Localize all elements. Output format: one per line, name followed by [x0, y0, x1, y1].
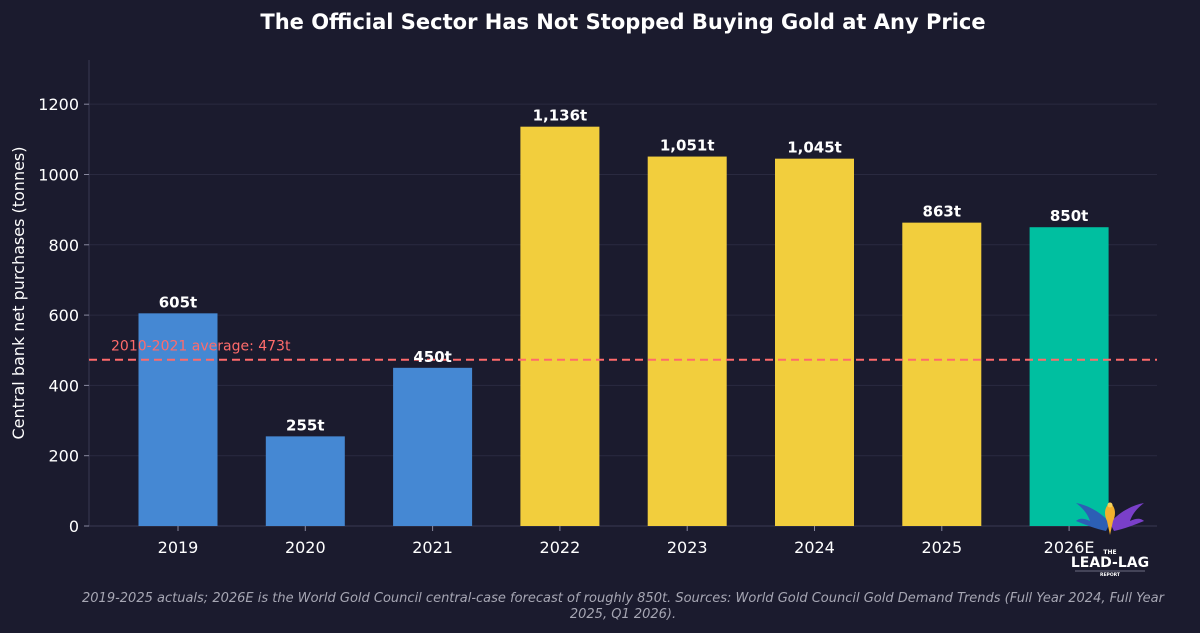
x-tick-label: 2019 [158, 538, 199, 557]
data-label: 863t [923, 203, 961, 221]
x-tick-label: 2026E [1044, 538, 1095, 557]
x-tick-label: 2024 [794, 538, 835, 557]
y-axis-label: Central bank net purchases (tonnes) [9, 146, 28, 439]
logo-main-text: LEAD-LAG [1071, 555, 1149, 571]
x-ticks: 2019 2020 2021 2022 2023 2024 2025 2026E [158, 526, 1095, 557]
grid-lines [89, 103, 1157, 457]
y-tick-label: 800 [48, 236, 79, 255]
bar-2025 [902, 222, 982, 526]
bar-2024 [775, 158, 854, 526]
bar-2026e [1029, 227, 1109, 526]
data-label: 255t [286, 416, 324, 434]
logo-sub-text: REPORT [1100, 572, 1121, 578]
y-tick-label: 0 [69, 517, 79, 536]
data-label: 1,045t [787, 139, 842, 157]
chart-title: The Official Sector Has Not Stopped Buyi… [260, 10, 985, 34]
x-tick-label: 2023 [667, 538, 708, 557]
reference-line-label: 2010-2021 average: 473t [111, 339, 291, 355]
footnote-line-2: 2025, Q1 2026). [570, 607, 676, 622]
plot-area: 2010-2021 average: 473t 0 200 400 600 800 100… [38, 60, 1157, 557]
y-tick-label: 400 [48, 376, 79, 395]
bar-2023 [647, 156, 727, 527]
x-tick-label: 2021 [412, 538, 453, 557]
data-label: 605t [159, 293, 197, 311]
logo-top-text: THE [1103, 549, 1116, 556]
x-tick-label: 2022 [540, 538, 581, 557]
footnote-line-1: 2019-2025 actuals; 2026E is the World Go… [82, 591, 1166, 606]
bar-2022 [520, 126, 600, 527]
data-label: 450t [413, 348, 451, 366]
bars [138, 126, 1109, 527]
data-label: 1,051t [660, 137, 715, 155]
data-label: 850t [1050, 207, 1088, 225]
x-tick-label: 2020 [285, 538, 326, 557]
y-tick-label: 600 [48, 306, 79, 325]
y-ticks: 0 200 400 600 800 1000 1200 [38, 95, 89, 536]
data-labels: 605t 255t 450t 1,136t 1,051t 1,045t 863t 850t [159, 107, 1089, 435]
y-tick-label: 1200 [38, 95, 79, 114]
logo: THE LEAD-LAG REPORT [1071, 502, 1149, 578]
x-tick-label: 2025 [921, 538, 962, 557]
bar-2019 [138, 313, 218, 526]
phoenix-icon [1076, 502, 1144, 535]
reference-line-group: 2010-2021 average: 473t [89, 339, 1157, 361]
data-label: 1,136t [533, 107, 588, 125]
bar-2021 [393, 367, 473, 526]
bar-2020 [265, 436, 345, 526]
y-tick-label: 1000 [38, 165, 79, 184]
y-tick-label: 200 [48, 447, 79, 466]
